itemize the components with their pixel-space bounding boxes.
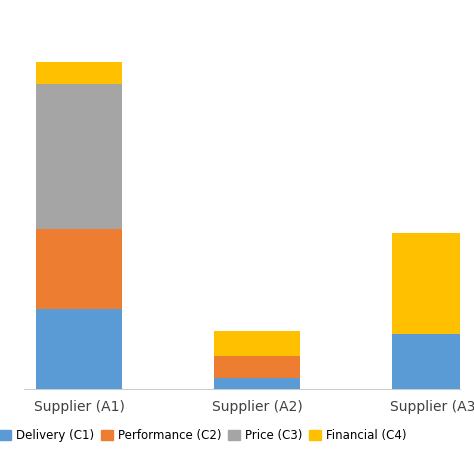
Bar	[214, 356, 300, 378]
Bar	[214, 331, 300, 356]
Bar	[392, 334, 474, 389]
Legend: Delivery (C1), Performance (C2), Price (C3), Financial (C4): Delivery (C1), Performance (C2), Price (…	[0, 424, 411, 447]
Bar	[392, 233, 474, 334]
Bar	[214, 378, 300, 389]
Bar	[36, 309, 122, 389]
Bar	[36, 229, 122, 309]
Bar	[36, 84, 122, 229]
Bar	[36, 63, 122, 84]
